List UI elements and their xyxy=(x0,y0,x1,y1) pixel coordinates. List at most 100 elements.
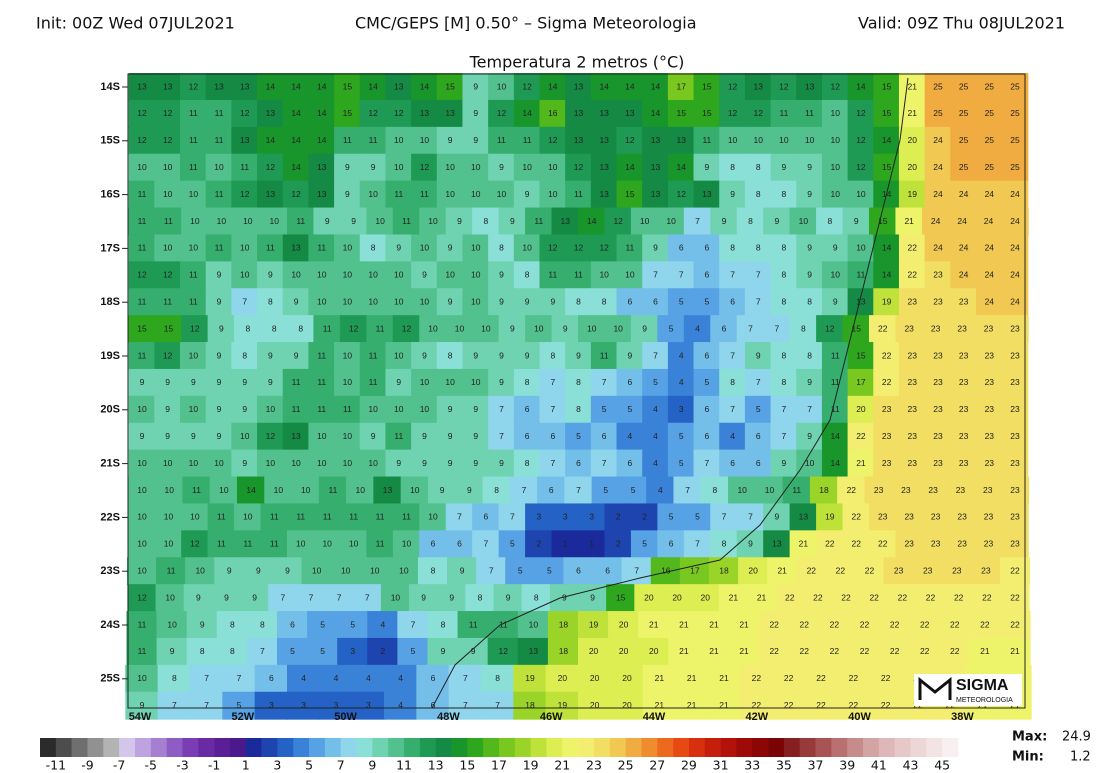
lat-label: 20S xyxy=(100,404,120,416)
cell-value: 7 xyxy=(730,350,735,360)
cell xyxy=(462,73,490,101)
cell xyxy=(154,422,182,451)
cell xyxy=(772,664,806,693)
cell xyxy=(231,73,259,101)
cell-value: 11 xyxy=(497,135,506,145)
cell-value: 6 xyxy=(576,458,581,468)
cell xyxy=(590,422,618,451)
cell xyxy=(831,584,861,613)
cell xyxy=(898,449,926,478)
cell-value: 4 xyxy=(380,619,385,629)
cell-value: 9 xyxy=(448,135,453,145)
cell xyxy=(642,99,669,128)
cell xyxy=(744,422,772,451)
cell xyxy=(214,557,245,586)
cell xyxy=(366,530,394,559)
cell xyxy=(898,126,926,155)
cell xyxy=(770,395,798,424)
cell xyxy=(128,180,156,209)
cell-value: 9 xyxy=(807,270,812,280)
cell xyxy=(873,261,900,290)
cell-value: 7 xyxy=(522,485,527,495)
colorbar-swatch xyxy=(863,738,880,757)
cell xyxy=(436,449,464,478)
cell-value: 7 xyxy=(756,377,761,387)
cell xyxy=(231,288,259,317)
cell-value: 10 xyxy=(445,270,455,280)
cell xyxy=(864,476,893,505)
cell xyxy=(796,395,823,424)
cell-value: 10 xyxy=(317,431,327,441)
cell xyxy=(693,342,721,370)
cell-value: 11 xyxy=(323,323,332,333)
cell-value: 23 xyxy=(985,431,995,441)
cell xyxy=(847,288,875,317)
cell-value: 10 xyxy=(189,350,199,360)
cell xyxy=(950,422,977,451)
cell-value: 8 xyxy=(525,377,530,387)
colorbar-swatch xyxy=(530,738,547,757)
cell-value: 9 xyxy=(268,350,273,360)
cell-value: 7 xyxy=(634,565,639,575)
cell-value: 8 xyxy=(242,350,247,360)
colorbar-swatch xyxy=(214,738,231,757)
cell-value: 23 xyxy=(894,565,904,575)
cell-value: 12 xyxy=(825,323,835,333)
cell xyxy=(719,234,746,263)
cell-value: 8 xyxy=(268,296,273,306)
cell-value: 15 xyxy=(676,108,686,118)
cell-value: 11 xyxy=(189,108,198,118)
cell xyxy=(821,422,849,451)
cell xyxy=(359,180,387,209)
cell xyxy=(710,503,738,532)
cell xyxy=(616,153,644,182)
cell-value: 6 xyxy=(576,565,581,575)
cell-value: 4 xyxy=(679,377,684,387)
cell-value: 5 xyxy=(411,646,416,656)
cell xyxy=(763,503,791,532)
cell-value: 10 xyxy=(428,323,438,333)
cell xyxy=(565,288,592,317)
cell xyxy=(950,395,977,424)
cell xyxy=(854,557,885,586)
cell xyxy=(319,691,353,720)
cell-value: 17 xyxy=(856,377,866,387)
cell xyxy=(590,234,618,263)
cell xyxy=(821,261,849,290)
cell-value: 11 xyxy=(574,189,583,199)
cell-value: 5 xyxy=(510,539,515,549)
cell xyxy=(448,691,482,720)
cell-value: 22 xyxy=(878,323,888,333)
cell xyxy=(898,395,926,424)
cell-value: 6 xyxy=(605,565,610,575)
cell xyxy=(847,153,875,182)
colorbar-label: 13 xyxy=(428,758,444,773)
cell-value: 12 xyxy=(728,108,738,118)
cell-value: 18 xyxy=(819,485,829,495)
cell-value: 9 xyxy=(473,81,478,91)
cell xyxy=(385,180,413,209)
cell xyxy=(180,395,207,424)
cell xyxy=(308,234,336,263)
cell-value: 10 xyxy=(343,431,353,441)
cell xyxy=(744,180,772,209)
cell xyxy=(642,180,669,209)
cell-value: 22 xyxy=(807,565,817,575)
cell xyxy=(488,234,515,263)
cell-value: 9 xyxy=(499,350,504,360)
cell xyxy=(836,664,870,693)
cell xyxy=(693,180,721,209)
cell xyxy=(809,476,839,505)
cell xyxy=(796,261,823,290)
cell-value: 15 xyxy=(616,592,626,602)
cell xyxy=(513,180,541,209)
min-label: Min: xyxy=(1012,750,1044,765)
cell-value: 10 xyxy=(765,485,775,495)
lat-label: 21S xyxy=(100,458,120,470)
cell xyxy=(231,126,259,155)
cell-value: 23 xyxy=(959,296,969,306)
cell-value: 14 xyxy=(522,108,532,118)
cell xyxy=(657,315,685,344)
cell xyxy=(821,368,849,397)
cell-value: 7 xyxy=(685,485,690,495)
